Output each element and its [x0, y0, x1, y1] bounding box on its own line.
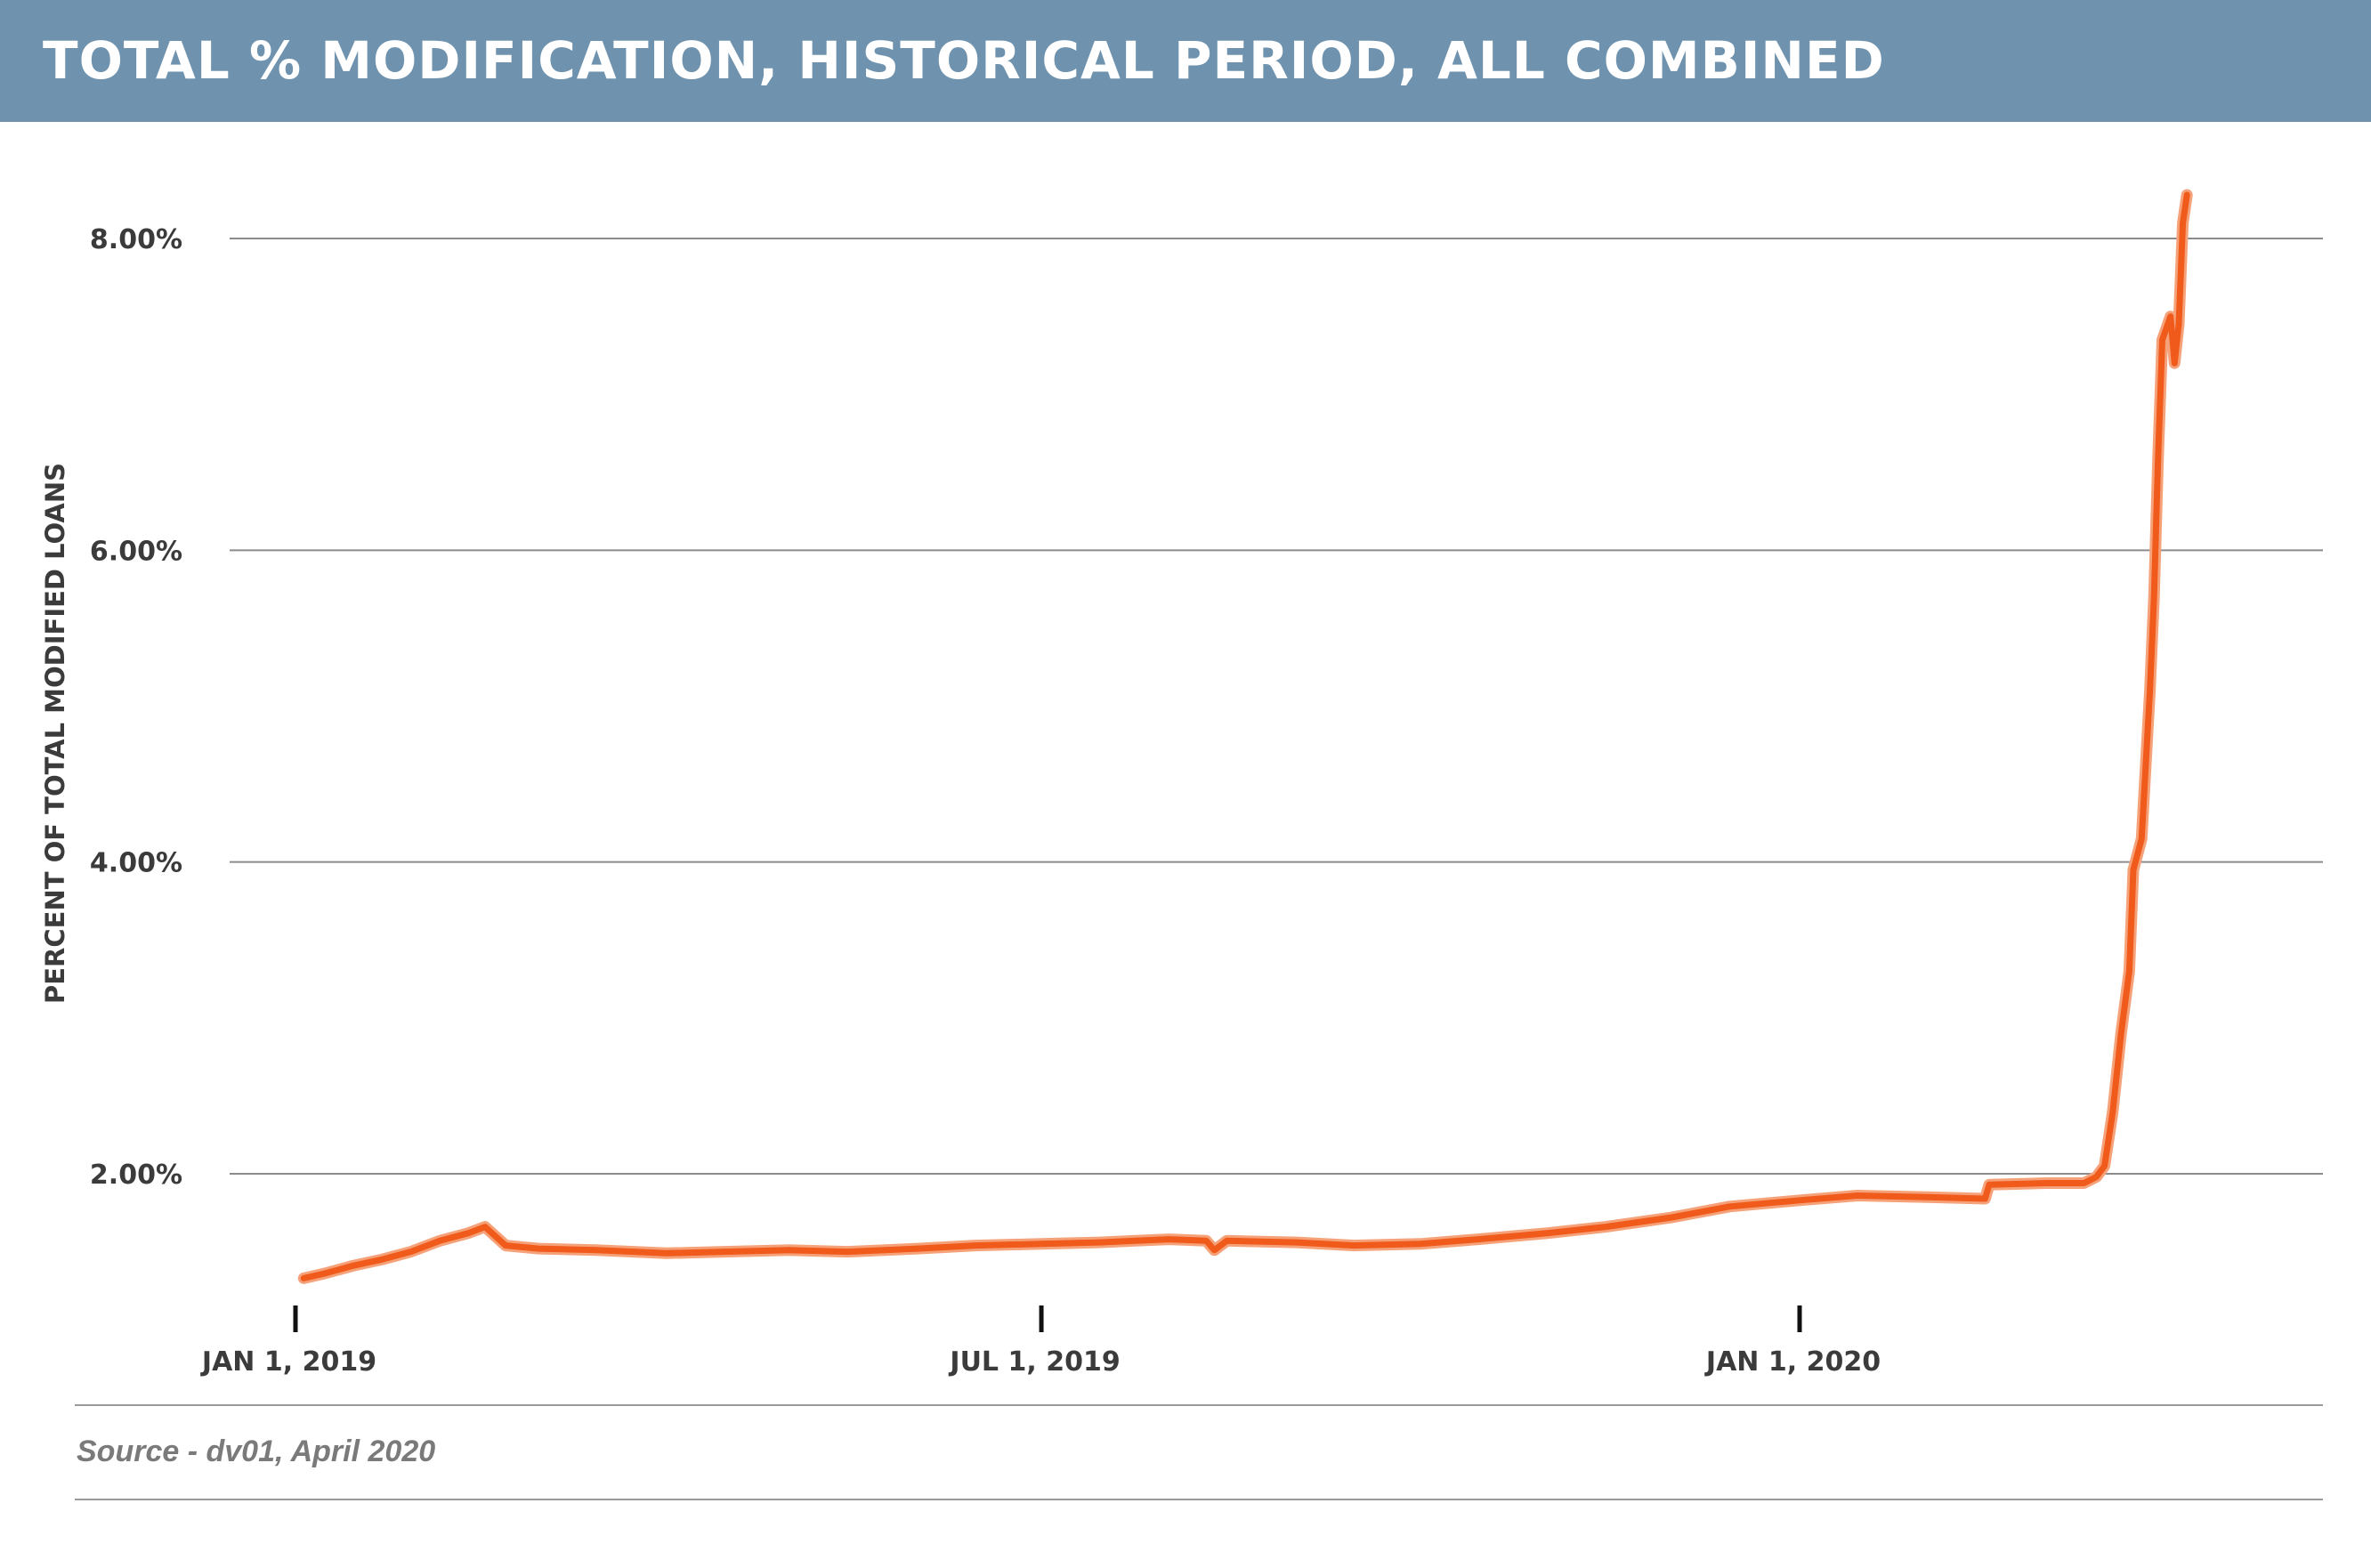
y-tick-label: 6.00%	[90, 536, 182, 567]
y-tick-label: 2.00%	[90, 1160, 182, 1191]
y-tick-label: 4.00%	[90, 848, 182, 879]
chart-title: TOTAL % MODIFICATION, HISTORICAL PERIOD,…	[43, 30, 1885, 91]
x-tick-label: JAN 1, 2019	[200, 1346, 376, 1378]
x-tick-label: JAN 1, 2020	[1704, 1346, 1881, 1378]
y-axis-ticks: 2.00% 4.00% 6.00% 8.00%	[90, 224, 182, 1191]
line-chart: 2.00% 4.00% 6.00% 8.00% JAN 1, 2019 JUL 1, 2…	[40, 189, 2323, 1378]
x-axis-ticks: JAN 1, 2019 JUL 1, 2019 JAN 1, 2020	[200, 1305, 1881, 1378]
bottom-divider	[75, 1499, 2323, 1500]
x-tick-label: JUL 1, 2019	[948, 1346, 1120, 1378]
title-bar: TOTAL % MODIFICATION, HISTORICAL PERIOD,…	[0, 0, 2371, 122]
top-divider	[75, 1404, 2323, 1406]
series-line-halo	[297, 189, 2193, 1284]
y-tick-label: 8.00%	[90, 224, 182, 255]
series-line	[300, 191, 2190, 1281]
gridlines	[230, 238, 2323, 1175]
source-note: Source - dv01, April 2020	[77, 1435, 436, 1468]
y-axis-label: PERCENT OF TOTAL MODIFIED LOANS	[40, 463, 70, 1004]
series-group	[297, 189, 2193, 1284]
